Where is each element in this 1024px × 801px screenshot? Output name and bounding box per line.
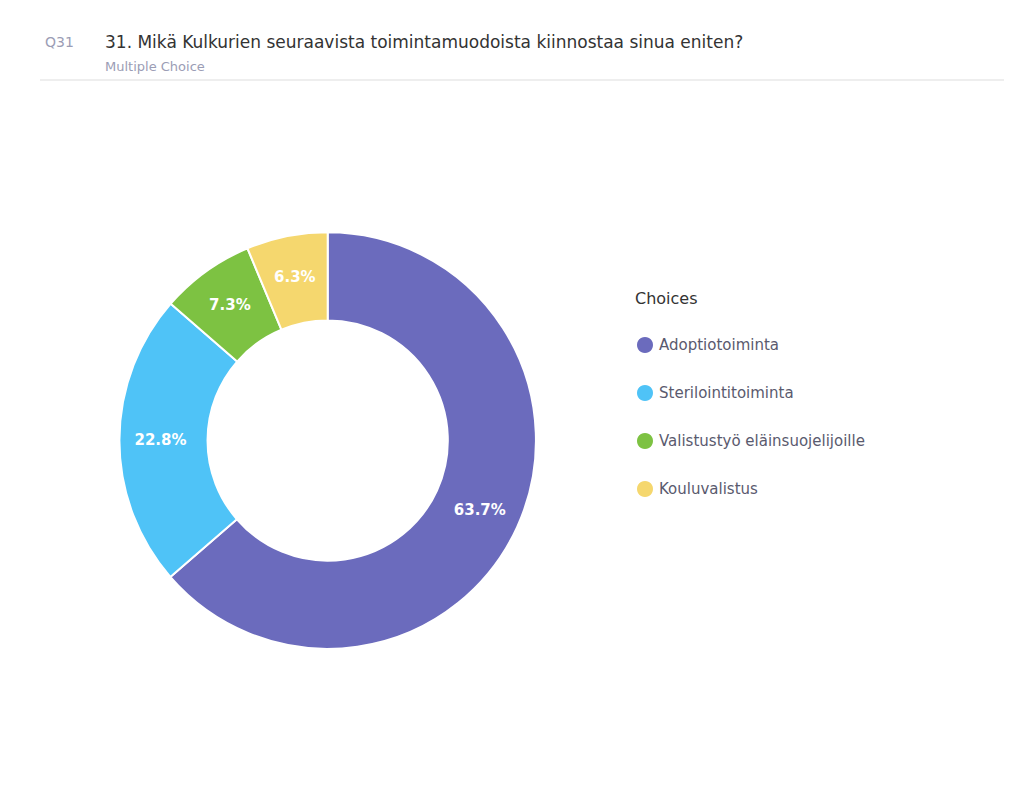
svg-text:Valistustyö eläinsuojelijoille: Valistustyö eläinsuojelijoille xyxy=(659,432,865,450)
svg-text:Kouluvalistus: Kouluvalistus xyxy=(659,480,758,498)
svg-text:Q31: Q31 xyxy=(45,34,74,50)
svg-text:Multiple Choice: Multiple Choice xyxy=(105,59,205,74)
svg-text:Choices: Choices xyxy=(635,289,698,308)
svg-text:31. Mikä Kulkurien seuraavista: 31. Mikä Kulkurien seuraavista toimintam… xyxy=(105,32,743,52)
svg-text:6.3%: 6.3% xyxy=(274,268,316,286)
svg-text:7.3%: 7.3% xyxy=(209,296,251,314)
svg-text:Adoptiotoiminta: Adoptiotoiminta xyxy=(659,336,779,354)
svg-text:Sterilointitoiminta: Sterilointitoiminta xyxy=(659,384,794,402)
svg-text:22.8%: 22.8% xyxy=(134,431,186,449)
svg-text:63.7%: 63.7% xyxy=(454,501,506,519)
